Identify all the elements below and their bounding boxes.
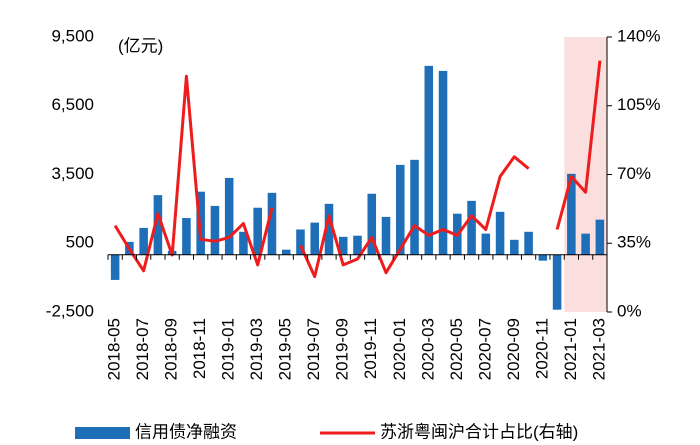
bar xyxy=(239,231,248,255)
bar xyxy=(253,207,262,255)
y2-tick-label: 0% xyxy=(617,301,642,320)
x-tick-label: 2020-09 xyxy=(504,318,523,380)
unit-annotation: (亿元) xyxy=(118,36,163,55)
x-tick-label: 2018-05 xyxy=(105,318,124,380)
bar xyxy=(338,236,348,255)
bar xyxy=(581,233,590,255)
bar xyxy=(567,173,576,255)
bar xyxy=(524,231,533,255)
x-tick-label: 2019-01 xyxy=(219,318,238,380)
y2-tick-label: 105% xyxy=(617,95,660,114)
bar xyxy=(210,205,220,255)
x-tick-label: 2019-11 xyxy=(361,318,380,379)
bar xyxy=(424,65,434,255)
x-tick-label: 2019-05 xyxy=(276,318,295,380)
x-tick-label: 2018-09 xyxy=(162,318,181,380)
x-tick-label: 2018-11 xyxy=(190,318,209,379)
bar xyxy=(410,159,419,255)
y-tick-label: 3,500 xyxy=(51,164,94,183)
bar xyxy=(281,249,291,255)
x-tick-label: 2020-07 xyxy=(475,318,494,380)
bar xyxy=(510,239,519,255)
bar xyxy=(110,254,120,280)
y-tick-label: -2,500 xyxy=(46,301,94,320)
x-tick-label: 2020-11 xyxy=(532,318,551,379)
x-tick-label: 2021-03 xyxy=(589,318,608,380)
x-tick-label: 2021-01 xyxy=(561,318,580,380)
bar xyxy=(395,164,405,255)
legend-label: 信用债净融资 xyxy=(135,422,237,441)
legend-label: 苏浙粤闽沪合计占比(右轴) xyxy=(380,422,578,441)
bar xyxy=(153,195,163,255)
bar xyxy=(310,222,320,255)
bar xyxy=(552,254,562,310)
x-tick-label: 2018-07 xyxy=(133,318,152,380)
bar xyxy=(324,203,334,255)
legend-swatch xyxy=(75,427,130,439)
bar xyxy=(595,219,605,255)
line xyxy=(113,60,602,279)
x-tick-label: 2020-01 xyxy=(390,318,409,380)
bar xyxy=(296,229,305,255)
y-tick-label: 6,500 xyxy=(51,95,94,114)
y2-tick-label: 35% xyxy=(617,233,651,252)
x-tick-label: 2019-07 xyxy=(304,318,323,380)
y2-tick-label: 70% xyxy=(617,164,651,183)
y2-tick-label: 140% xyxy=(617,26,660,45)
bar xyxy=(139,227,148,255)
bar xyxy=(481,233,491,255)
x-tick-label: 2019-09 xyxy=(333,318,352,380)
bar xyxy=(224,177,234,255)
bar xyxy=(467,200,476,255)
y-tick-label: 500 xyxy=(66,233,94,252)
bar xyxy=(381,216,391,255)
bar xyxy=(538,254,548,261)
x-tick-label: 2019-03 xyxy=(247,318,266,380)
bar xyxy=(182,218,191,255)
x-tick-label: 2020-03 xyxy=(418,318,437,380)
x-tick-label: 2020-05 xyxy=(447,318,466,380)
bar xyxy=(367,193,377,255)
bar xyxy=(267,192,277,255)
bar xyxy=(353,235,362,255)
y-tick-label: 9,500 xyxy=(51,26,94,45)
bar xyxy=(438,70,448,255)
bar xyxy=(495,211,505,255)
